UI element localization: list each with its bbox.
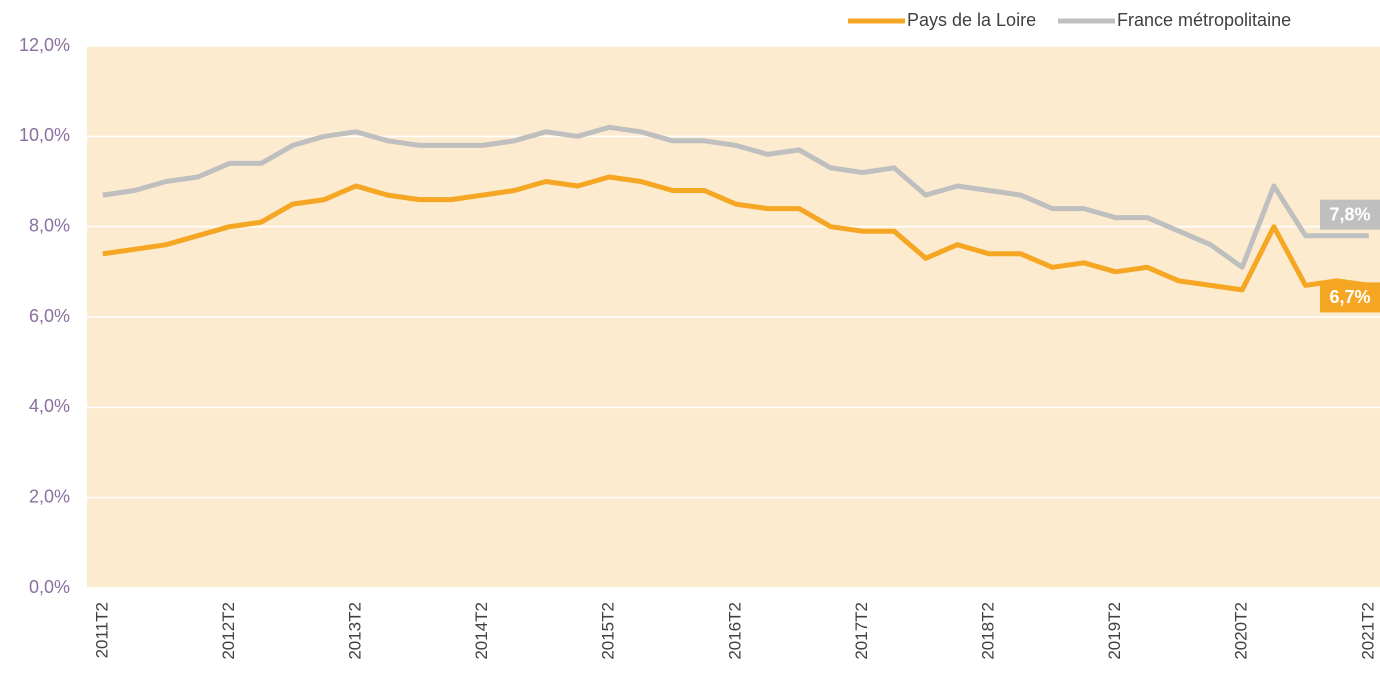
y-tick-label: 6,0% <box>29 306 70 326</box>
value-label: 6,7% <box>1329 287 1370 307</box>
x-tick-label: 2011T2 <box>92 602 111 658</box>
legend-label: Pays de la Loire <box>907 10 1036 30</box>
x-tick-label: 2013T2 <box>346 602 365 660</box>
x-tick-label: 2016T2 <box>725 602 744 660</box>
value-label: 7,8% <box>1329 204 1370 224</box>
x-tick-label: 2019T2 <box>1105 602 1124 660</box>
x-tick-label: 2021T2 <box>1358 602 1377 660</box>
x-tick-label: 2012T2 <box>219 602 238 660</box>
y-tick-label: 0,0% <box>29 577 70 597</box>
value-label-box <box>1320 199 1380 230</box>
legend-label: France métropolitaine <box>1117 10 1291 30</box>
series-line <box>102 174 1370 293</box>
y-tick-label: 2,0% <box>29 486 70 506</box>
value-label-box <box>1320 282 1380 313</box>
x-tick-label: 2018T2 <box>979 602 998 660</box>
x-tick-label: 2015T2 <box>599 602 618 660</box>
x-tick-label: 2014T2 <box>472 602 491 660</box>
x-tick-label: 2020T2 <box>1232 602 1251 660</box>
y-tick-label: 4,0% <box>29 396 70 416</box>
y-tick-label: 8,0% <box>29 215 70 235</box>
series-line <box>102 124 1369 270</box>
y-tick-label: 10,0% <box>19 125 70 145</box>
y-tick-label: 12,0% <box>19 35 70 55</box>
x-tick-label: 2017T2 <box>852 602 871 660</box>
